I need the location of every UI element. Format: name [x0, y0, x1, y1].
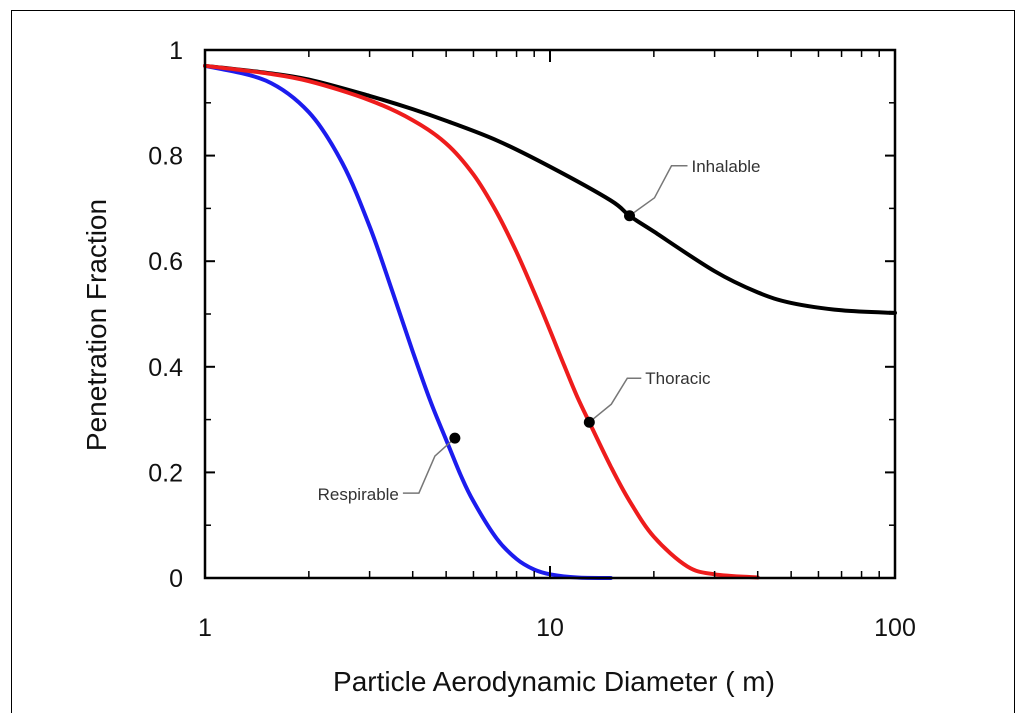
annotation-leader-thoracic — [588, 377, 642, 423]
y-tick-label: 0.2 — [148, 459, 183, 487]
series-line-respirable — [203, 63, 613, 580]
y-tick-label: 0.8 — [148, 143, 183, 171]
points-layer: Inhalable Thoracic Respirable — [318, 157, 761, 504]
annotation-point-respirable — [449, 432, 461, 444]
annotation-label-thoracic: Thoracic — [645, 369, 711, 388]
annotation-leader-inhalable — [629, 165, 688, 217]
x-tick-label: 100 — [874, 614, 916, 642]
series-layer — [203, 63, 897, 580]
ticks-layer: 0 0.2 0.4 0.6 0.8 1 1 10 100 — [148, 37, 916, 642]
annotation-label-inhalable: Inhalable — [692, 157, 761, 176]
y-tick-label: 0.6 — [148, 248, 183, 276]
x-tick-label: 1 — [198, 614, 212, 642]
y-axis-title: Penetration Fraction — [81, 199, 112, 451]
series-line-thoracic — [203, 63, 760, 580]
annotation-point-inhalable — [624, 210, 636, 222]
x-tick-label: 10 — [536, 614, 564, 642]
annotation-label-respirable: Respirable — [318, 485, 399, 504]
y-tick-label: 0 — [169, 565, 183, 593]
annotation-leader-respirable — [402, 437, 456, 494]
y-tick-label: 0.4 — [148, 354, 183, 382]
y-tick-label: 1 — [169, 37, 183, 65]
annotation-point-thoracic — [583, 416, 595, 428]
plot-area-border — [203, 48, 897, 580]
figure-frame — [11, 10, 1015, 713]
x-axis-title: Particle Aerodynamic Diameter ( m) — [333, 666, 775, 697]
series-line-inhalable — [203, 63, 897, 315]
